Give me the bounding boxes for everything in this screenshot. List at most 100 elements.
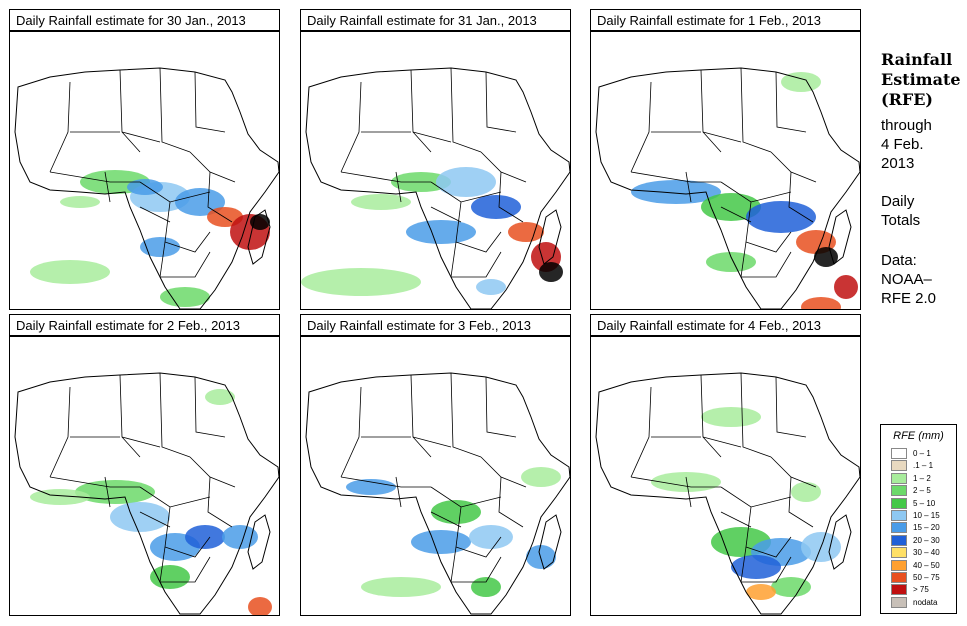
legend: RFE (mm) 0 – 1 .1 – 1 1 – 2 2 – 5 5 – 10 10 –… <box>880 424 957 614</box>
legend-entry: 5 – 10 <box>891 497 935 509</box>
rainfall-map <box>300 31 571 310</box>
panel-title: Daily Rainfall estimate for 30 Jan., 201… <box>9 9 280 31</box>
side-title-line: (RFE) <box>881 90 933 109</box>
rainfall-patch <box>471 195 521 219</box>
side-source: Data: NOAA– RFE 2.0 <box>881 251 936 308</box>
country-border <box>775 71 807 133</box>
rainfall-patch <box>539 262 563 282</box>
rainfall-patch <box>746 584 776 600</box>
country-border <box>340 171 431 183</box>
panel-title: Daily Rainfall estimate for 1 Feb., 2013 <box>590 9 861 31</box>
rainfall-patch <box>701 407 761 427</box>
country-border <box>485 376 517 438</box>
country-border <box>159 67 191 153</box>
country-border <box>340 81 362 173</box>
legend-label: > 75 <box>913 585 929 595</box>
legend-swatch <box>891 547 907 559</box>
rainfall-patch <box>814 247 838 267</box>
rainfall-patch <box>301 268 421 296</box>
source-line: RFE 2.0 <box>881 290 937 307</box>
legend-label: 40 – 50 <box>913 560 940 570</box>
country-border <box>745 201 792 253</box>
legend-swatch <box>891 460 907 472</box>
rainfall-patch <box>346 479 396 495</box>
side-title-line: Rainfall <box>881 50 953 69</box>
side-through: through 4 Feb. 2013 <box>881 116 932 173</box>
country-border <box>745 506 792 558</box>
rainfall-map <box>300 336 571 616</box>
legend-label: 0 – 1 <box>913 449 931 458</box>
africa-coastline <box>595 67 860 309</box>
map-svg <box>301 67 570 309</box>
legend-entry: > 75 <box>891 584 929 596</box>
rainfall-map <box>9 336 280 616</box>
country-border <box>740 67 772 153</box>
rainfall-patch <box>746 201 816 233</box>
panel-30-jan: Daily Rainfall estimate for 30 Jan., 201… <box>9 9 280 310</box>
legend-entry: nodata <box>891 596 938 608</box>
rainfall-patch <box>791 482 821 502</box>
panel-title: Daily Rainfall estimate for 3 Feb., 2013 <box>300 314 571 336</box>
country-border <box>450 241 502 278</box>
legend-label: .1 – 1 <box>913 461 934 471</box>
rainfall-patch <box>701 193 761 221</box>
country-border <box>630 171 721 183</box>
country-border <box>159 241 211 278</box>
legend-entry: 2 – 5 <box>891 485 931 497</box>
rainfall-patch <box>436 167 496 197</box>
africa-coastline <box>14 372 279 615</box>
through-label: through <box>881 117 932 134</box>
country-border <box>395 171 402 203</box>
madagascar-coastline <box>828 209 852 265</box>
country-border <box>740 372 772 458</box>
panel-31-jan: Daily Rainfall estimate for 31 Jan., 201… <box>300 9 571 310</box>
legend-entry: .1 – 1 <box>891 460 934 472</box>
country-border <box>498 171 524 223</box>
panel-title: Daily Rainfall estimate for 31 Jan., 201… <box>300 9 571 31</box>
panel-3-feb: Daily Rainfall estimate for 3 Feb., 2013 <box>300 314 571 616</box>
country-border <box>395 476 402 508</box>
country-border <box>49 476 140 488</box>
legend-entry: 20 – 30 <box>891 534 940 546</box>
country-border <box>207 171 233 223</box>
side-title: Rainfall Estimate (RFE) <box>881 50 961 110</box>
legend-label: 50 – 75 <box>913 573 940 582</box>
side-title-line: Estimate <box>881 70 961 89</box>
country-border <box>740 241 792 278</box>
country-border <box>104 476 111 508</box>
rainfall-patch <box>834 275 858 299</box>
country-border <box>630 476 721 488</box>
africa-coastline <box>14 67 279 309</box>
country-border <box>450 546 502 583</box>
country-border <box>159 372 191 458</box>
rainfall-patch <box>351 194 411 210</box>
panel-2-feb: Daily Rainfall estimate for 2 Feb., 2013 <box>9 314 280 616</box>
country-border <box>702 436 742 448</box>
country-border <box>49 81 71 173</box>
source-line: NOAA– <box>881 271 932 288</box>
country-border <box>49 386 71 478</box>
country-border <box>412 131 452 143</box>
legend-label: nodata <box>913 597 938 607</box>
panel-title: Daily Rainfall estimate for 4 Feb., 2013 <box>590 314 861 336</box>
country-border <box>788 171 814 223</box>
legend-swatch <box>891 572 907 583</box>
rainfall-map <box>590 336 861 616</box>
legend-entry: 0 – 1 <box>891 448 931 459</box>
country-border <box>455 506 502 558</box>
rainfall-patch <box>248 597 272 615</box>
africa-coastline <box>305 372 570 615</box>
country-border <box>164 506 211 558</box>
data-label: Data: <box>881 252 917 269</box>
rainfall-patch <box>469 525 513 549</box>
legend-entry: 10 – 15 <box>891 510 940 521</box>
country-border <box>630 81 652 173</box>
country-border <box>430 206 462 223</box>
country-border <box>720 511 752 528</box>
legend-title: RFE (mm) <box>893 430 944 442</box>
country-border <box>455 201 502 253</box>
legend-entry: 30 – 40 <box>891 547 940 559</box>
madagascar-coastline <box>538 514 562 570</box>
madagascar-coastline <box>828 514 852 570</box>
rainfall-patch <box>222 525 258 549</box>
